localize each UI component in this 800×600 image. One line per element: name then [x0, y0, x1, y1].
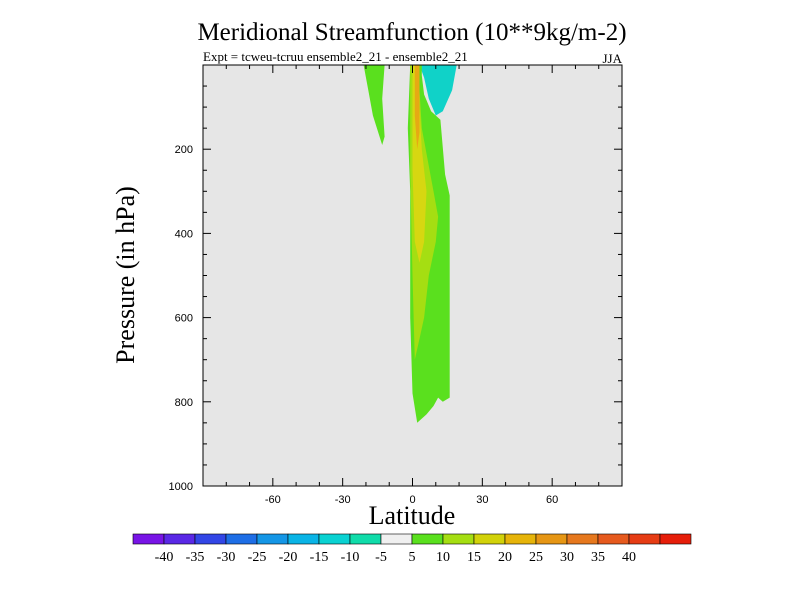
y-tick-label: 200 — [175, 144, 193, 156]
x-axis-label: Latitude — [369, 501, 456, 530]
axis-ticks: -60 -30 0 30 60 200 400 600 800 1000 — [169, 65, 622, 506]
colorbar-swatch — [256, 533, 289, 545]
colorbar-label: -40 — [155, 550, 174, 565]
colorbar-swatch — [411, 533, 444, 545]
y-axis-label: Pressure (in hPa) — [111, 186, 140, 364]
colorbar-swatch — [380, 533, 413, 545]
colorbar-swatch — [566, 533, 599, 545]
contour-region-orange-core — [414, 65, 420, 150]
colorbar-label: 40 — [622, 550, 636, 565]
colorbar-swatch — [318, 533, 351, 545]
colorbar-label: -15 — [310, 550, 329, 565]
colorbar-label: 20 — [498, 550, 512, 565]
colorbar-swatch — [442, 533, 475, 545]
x-tick-label: -30 — [335, 494, 351, 506]
y-tick-label: 800 — [175, 397, 193, 409]
colorbar: -40 -35 -30 -25 -20 -15 -10 -5 5 10 15 20 25 30 35 40 — [132, 533, 692, 565]
contour-region-green-upper-left — [363, 65, 385, 145]
colorbar-swatch — [535, 533, 568, 545]
x-tick-label: 60 — [546, 494, 558, 506]
colorbar-label: 15 — [467, 550, 481, 565]
colorbar-swatch — [597, 533, 630, 545]
colorbar-swatch — [628, 533, 661, 545]
colorbar-label: -35 — [186, 550, 205, 565]
chart-subtitle: Expt = tcweu-tcruu ensemble2_21 - ensemb… — [203, 49, 468, 64]
colorbar-label: 25 — [529, 550, 543, 565]
colorbar-swatch — [504, 533, 537, 545]
y-tick-label: 1000 — [169, 481, 193, 493]
colorbar-swatch — [225, 533, 258, 545]
colorbar-swatch — [659, 533, 692, 545]
colorbar-label: -10 — [341, 550, 360, 565]
contour-region-cyan-upper — [419, 65, 457, 116]
colorbar-swatch — [473, 533, 506, 545]
colorbar-label: -20 — [279, 550, 298, 565]
colorbar-swatch — [194, 533, 227, 545]
colorbar-swatch — [349, 533, 382, 545]
chart-title: Meridional Streamfunction (10**9kg/m-2) — [197, 19, 626, 46]
colorbar-swatch — [132, 533, 165, 545]
colorbar-label: -5 — [375, 550, 387, 565]
x-tick-label: -60 — [265, 494, 281, 506]
season-label: JJA — [602, 51, 622, 66]
colorbar-swatch — [163, 533, 196, 545]
colorbar-label: 30 — [560, 550, 574, 565]
colorbar-label: -25 — [248, 550, 267, 565]
colorbar-label: 5 — [409, 550, 416, 565]
x-tick-label: 0 — [409, 494, 415, 506]
contour-regions — [363, 65, 457, 423]
colorbar-swatch — [287, 533, 320, 545]
colorbar-label: 10 — [436, 550, 450, 565]
colorbar-label: -30 — [217, 550, 236, 565]
y-tick-label: 400 — [175, 228, 193, 240]
y-tick-label: 600 — [175, 313, 193, 325]
x-tick-label: 30 — [476, 494, 488, 506]
colorbar-label: 35 — [591, 550, 605, 565]
